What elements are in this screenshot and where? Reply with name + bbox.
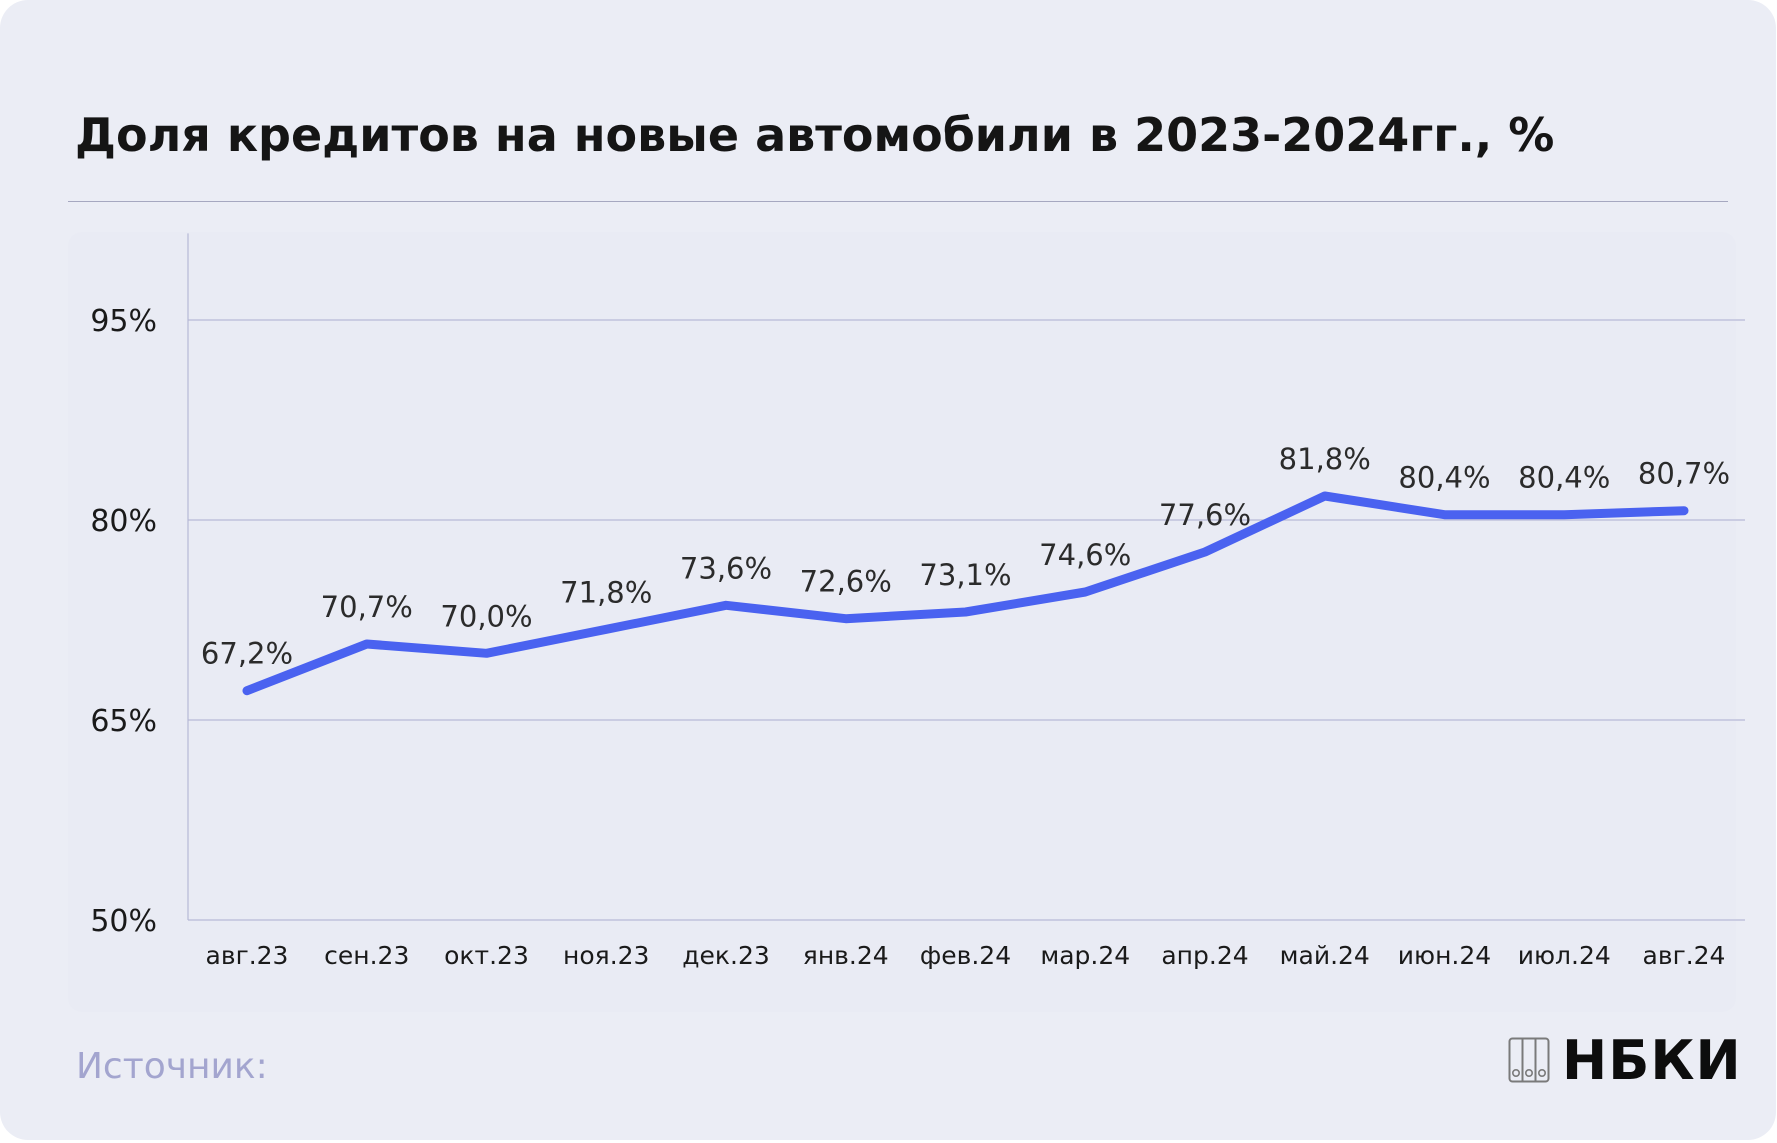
y-tick-label: 50% [90, 904, 157, 939]
data-label: 77,6% [1159, 498, 1251, 532]
data-label: 70,7% [321, 590, 413, 624]
data-label: 67,2% [201, 637, 293, 671]
data-label: 81,8% [1279, 442, 1371, 476]
chart-title: Доля кредитов на новые автомобили в 2023… [75, 108, 1555, 162]
x-tick-label: авг.24 [1643, 941, 1726, 970]
y-tick-label: 80% [90, 504, 157, 539]
y-tick-label: 95% [90, 304, 157, 339]
x-tick-label: ноя.23 [563, 941, 649, 970]
x-tick-label: апр.24 [1161, 941, 1248, 970]
data-label: 74,6% [1039, 538, 1131, 572]
data-label: 80,4% [1518, 461, 1610, 495]
logo-text: НБКИ [1562, 1028, 1742, 1092]
x-tick-label: сен.23 [324, 941, 409, 970]
data-label: 73,1% [919, 558, 1011, 592]
data-label: 71,8% [560, 575, 652, 609]
data-label: 80,4% [1398, 461, 1490, 495]
plot-background [68, 232, 1736, 1012]
x-tick-label: авг.23 [206, 941, 289, 970]
y-tick-label: 65% [90, 704, 157, 739]
logo-mark-icon [1508, 1037, 1550, 1083]
nbki-logo: НБКИ [1508, 1028, 1742, 1092]
data-label: 70,0% [440, 599, 532, 633]
x-tick-label: янв.24 [803, 941, 889, 970]
x-tick-label: окт.23 [444, 941, 529, 970]
data-label: 72,6% [800, 565, 892, 599]
line-layer [242, 491, 1689, 696]
x-tick-label: фев.24 [920, 941, 1011, 970]
x-tick-label: дек.23 [682, 941, 770, 970]
x-tick-label: июн.24 [1398, 941, 1491, 970]
title-divider [68, 201, 1728, 202]
x-tick-label: мар.24 [1040, 941, 1130, 970]
source-label: Источник: [76, 1046, 268, 1087]
data-label: 73,6% [680, 551, 772, 585]
series-line [242, 491, 1689, 696]
x-tick-label: июл.24 [1518, 941, 1611, 970]
grid-layer [188, 319, 1745, 921]
x-tick-label: май.24 [1280, 941, 1370, 970]
data-label: 80,7% [1638, 457, 1730, 491]
data-label-layer: 67,2% 70,7% 70,0% 71,8% 73,6% 72,6% 73,1% 74,6%… [201, 442, 1730, 671]
axis-layer: 50% 65% 80% 95% авг.23 сен.23 окт.23 ноя.23 дек.… [90, 233, 1725, 970]
